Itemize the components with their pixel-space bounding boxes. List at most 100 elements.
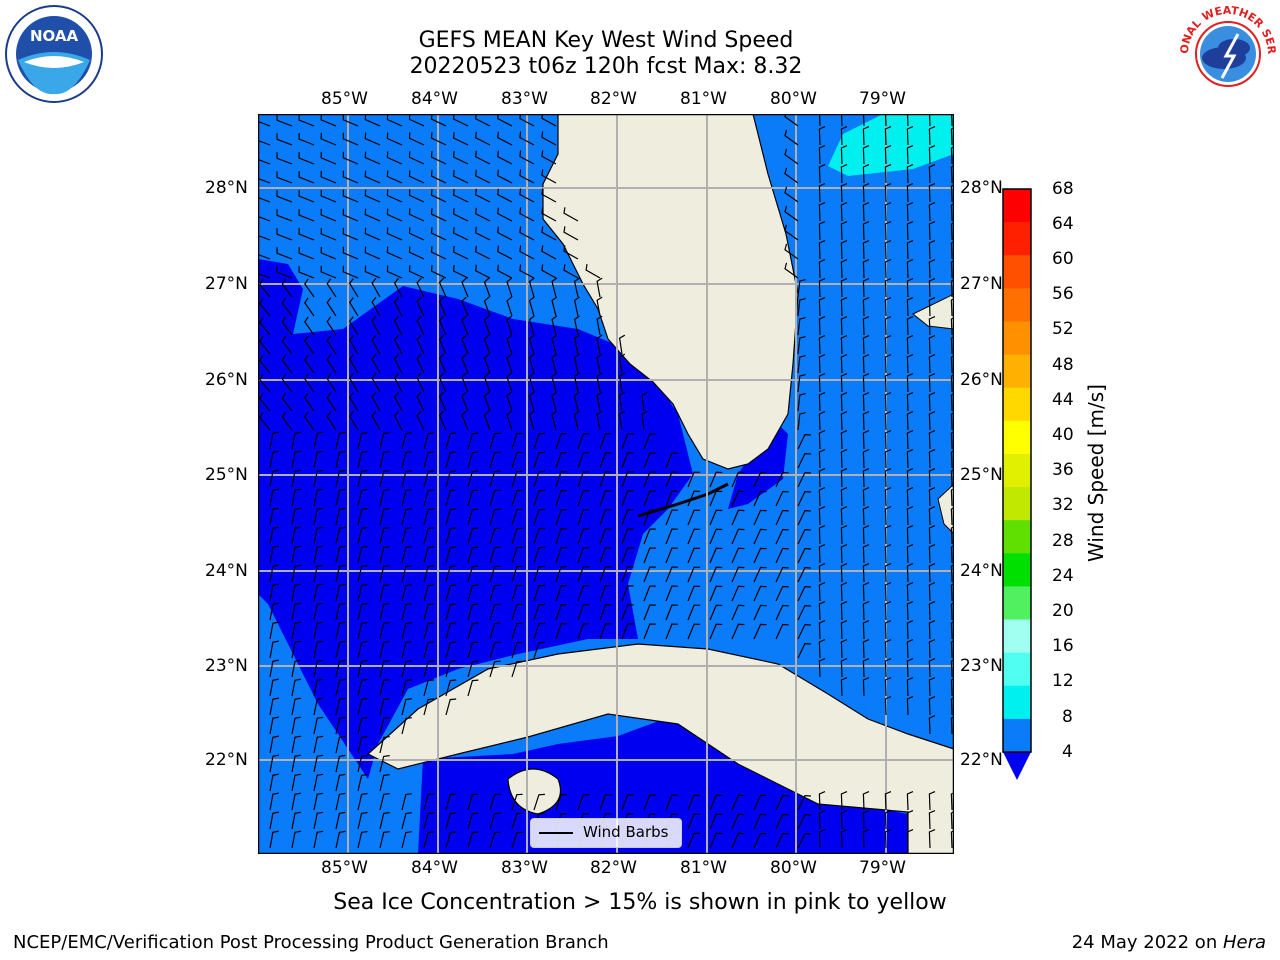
wind-barb	[818, 114, 821, 127]
wind-barb	[599, 604, 612, 621]
wind-barb	[541, 188, 557, 203]
wind-barb	[291, 735, 302, 754]
wind-barb	[291, 678, 302, 697]
wind-barb	[393, 353, 403, 374]
wind-barb	[467, 489, 479, 507]
wind-barb	[731, 794, 745, 811]
colorbar-tick: 64	[1052, 214, 1074, 234]
wind-barb	[818, 392, 826, 412]
wind-barb	[423, 470, 435, 488]
wind-barb	[906, 487, 914, 507]
wind-barb	[438, 410, 447, 431]
wind-barb	[304, 297, 315, 317]
wind-barb	[533, 451, 545, 469]
wind-barb	[797, 623, 811, 640]
wind-barb	[950, 279, 954, 298]
wind-barb	[483, 353, 491, 374]
wind-barb	[364, 132, 381, 146]
wind-barb	[269, 773, 279, 792]
wind-barb	[950, 602, 954, 621]
wind-barb	[445, 603, 457, 621]
wind-barb	[884, 791, 892, 811]
wind-barb	[928, 297, 936, 317]
wind-barb	[313, 545, 324, 564]
wind-barb	[269, 450, 279, 469]
wind-barb	[291, 431, 302, 450]
wind-barb	[840, 373, 848, 393]
wind-barb	[423, 508, 435, 526]
wind-barb	[950, 374, 954, 393]
wind-barb	[818, 430, 826, 450]
wind-barb	[862, 316, 870, 336]
wind-barb	[291, 469, 302, 488]
wind-barb	[467, 565, 479, 583]
wind-barb	[276, 209, 293, 222]
wind-barb	[840, 544, 848, 564]
wind-barb	[577, 794, 590, 811]
wind-barb	[528, 372, 535, 393]
wind-barb	[709, 604, 723, 621]
wind-barb	[784, 129, 799, 146]
wind-barb	[555, 623, 568, 640]
wind-barb	[335, 773, 346, 792]
wind-barb	[928, 240, 936, 260]
wind-barb	[401, 527, 412, 545]
wind-barb	[731, 604, 745, 621]
wind-barb	[906, 316, 914, 336]
wind-barb	[818, 335, 826, 355]
wind-barb	[423, 660, 435, 678]
wind-barb	[906, 449, 914, 469]
wind-barb	[357, 697, 368, 716]
wind-barb	[408, 189, 425, 203]
wind-barb	[511, 546, 523, 564]
wind-barb	[596, 410, 603, 431]
wind-barb	[298, 114, 315, 127]
wind-barb	[840, 183, 848, 203]
wind-barb	[840, 468, 848, 488]
wind-barb	[563, 207, 579, 222]
colorbar-extend-triangle	[1003, 752, 1031, 780]
wind-barb	[357, 811, 368, 830]
wind-barb	[489, 641, 501, 659]
wind-barb	[818, 202, 826, 222]
wind-barb	[269, 754, 279, 773]
wind-barb	[731, 471, 745, 488]
wind-barb	[357, 773, 368, 792]
wind-barb	[533, 489, 545, 507]
wind-barb	[452, 226, 469, 241]
wind-barb	[775, 604, 789, 621]
wind-barb	[276, 171, 293, 184]
wind-barb	[528, 296, 535, 317]
wind-barb	[573, 372, 580, 393]
colorbar-segment	[1003, 685, 1031, 720]
wind-barb	[643, 452, 656, 469]
wind-barb	[928, 715, 936, 735]
wind-barb	[258, 196, 271, 203]
lat-label-right: 23°N	[960, 656, 1003, 676]
wind-barb	[731, 528, 745, 545]
wind-barb	[687, 547, 701, 564]
wind-barb	[541, 226, 557, 241]
wind-barb	[731, 623, 745, 640]
wind-barb	[797, 393, 806, 412]
wind-barb	[519, 150, 535, 165]
wind-barb	[276, 114, 293, 127]
wind-barb	[709, 566, 723, 583]
wind-barb	[313, 431, 324, 450]
wind-barb	[840, 430, 848, 450]
wind-barb	[304, 335, 315, 355]
wind-barb	[555, 547, 568, 564]
wind-barb	[269, 697, 279, 716]
wind-barb	[906, 297, 914, 317]
wind-barb	[551, 410, 558, 431]
wind-barb	[335, 507, 346, 526]
wind-barb	[665, 604, 678, 621]
wind-barb	[386, 208, 403, 222]
wind-barb	[862, 829, 870, 849]
wind-barb	[416, 391, 425, 412]
wind-barb	[335, 754, 346, 773]
wind-barb	[563, 245, 579, 260]
wind-barb	[950, 488, 954, 507]
chart-title-line2: 20220523 t06z 120h fcst Max: 8.32	[409, 54, 803, 79]
wind-barb	[577, 509, 590, 526]
